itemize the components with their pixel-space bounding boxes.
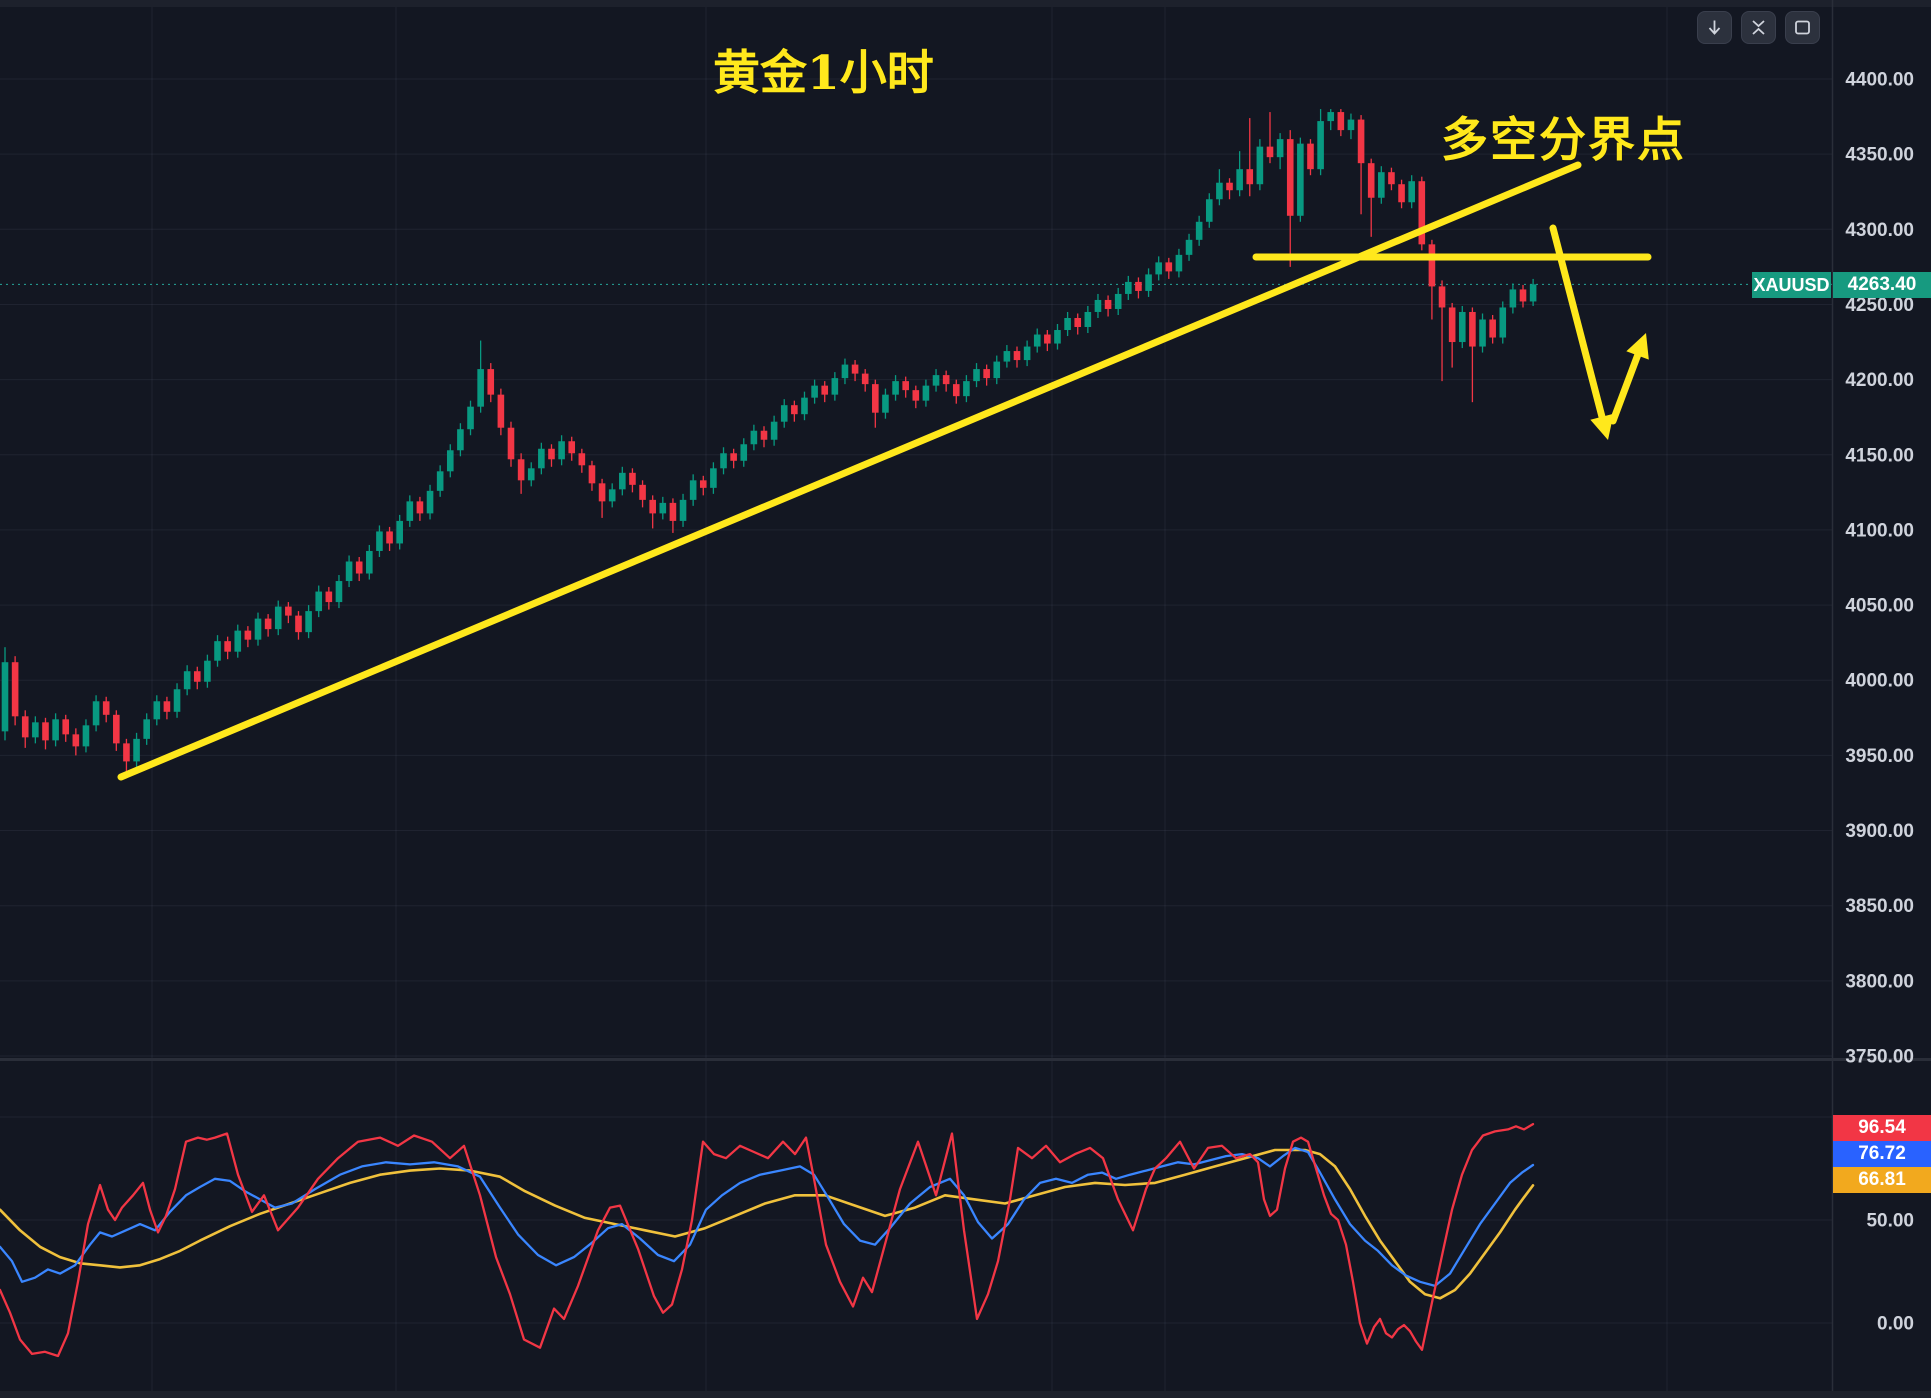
- price-axis-label: 4350.00: [1845, 145, 1914, 166]
- kdj-d-line: [0, 1148, 1535, 1300]
- price-axis-label: 4400.00: [1845, 70, 1914, 91]
- price-axis-label: 4050.00: [1845, 596, 1914, 617]
- drawing-annotations[interactable]: [117, 161, 1652, 781]
- price-axis-label: 3950.00: [1845, 746, 1914, 767]
- down-arrow-drawing[interactable]: [1549, 224, 1606, 421]
- price-axis-label: 4250.00: [1845, 295, 1914, 316]
- up-arrow-drawing-head: [1626, 333, 1649, 360]
- kdj-k-value-label: 76.72: [1833, 1141, 1931, 1167]
- price-axis[interactable]: 4400.00 4350.00 4300.00 4250.00 4200.00 4150.…: [1845, 70, 1914, 1335]
- maximize-icon: [1792, 17, 1813, 38]
- symbol-price-flag: XAUUSD: [1752, 272, 1831, 298]
- price-axis-label: 4100.00: [1845, 520, 1914, 541]
- kdj-layer: [0, 1122, 1535, 1358]
- candles-layer: [1, 109, 1537, 774]
- grid-layer: [0, 7, 1832, 1391]
- up-arrow-drawing[interactable]: [1609, 351, 1642, 425]
- indicator-axis-label: 50.00: [1866, 1211, 1914, 1232]
- price-axis-label: 3850.00: [1845, 896, 1914, 917]
- pane-divider[interactable]: [0, 1058, 1931, 1061]
- indicator-axis-label: 0.00: [1877, 1314, 1914, 1335]
- collapse-panes-button[interactable]: [1741, 11, 1776, 44]
- price-axis-label: 3900.00: [1845, 821, 1914, 842]
- kdj-k-line: [0, 1146, 1535, 1288]
- window-top-strip: [0, 0, 1931, 7]
- kdj-d-value-label: 66.81: [1833, 1167, 1931, 1193]
- kdj-j-line: [0, 1122, 1535, 1358]
- price-axis-label: 4000.00: [1845, 671, 1914, 692]
- price-axis-label: 4300.00: [1845, 220, 1914, 241]
- trendline-drawing[interactable]: [117, 161, 1582, 781]
- scroll-down-button[interactable]: [1697, 11, 1732, 44]
- price-axis-label: 4150.00: [1845, 445, 1914, 466]
- kdj-j-value-label: 96.54: [1833, 1115, 1931, 1141]
- window-bottom-strip: [0, 1391, 1931, 1398]
- price-axis-label: 3800.00: [1845, 971, 1914, 992]
- down-arrow-drawing-head: [1590, 413, 1614, 440]
- arrow-down-icon: [1704, 17, 1725, 38]
- last-price-label: 4263.40: [1833, 272, 1931, 298]
- symbol-name: XAUUSD: [1753, 274, 1830, 295]
- chart-title: 黄金1小时: [713, 46, 934, 101]
- collapse-icon: [1748, 17, 1769, 38]
- pane-toolbar: [1697, 11, 1820, 44]
- maximize-pane-button[interactable]: [1785, 11, 1820, 44]
- price-axis-label: 3750.00: [1845, 1047, 1914, 1068]
- pivot-annotation-label[interactable]: 多空分界点: [1441, 113, 1686, 168]
- price-axis-label: 4200.00: [1845, 370, 1914, 391]
